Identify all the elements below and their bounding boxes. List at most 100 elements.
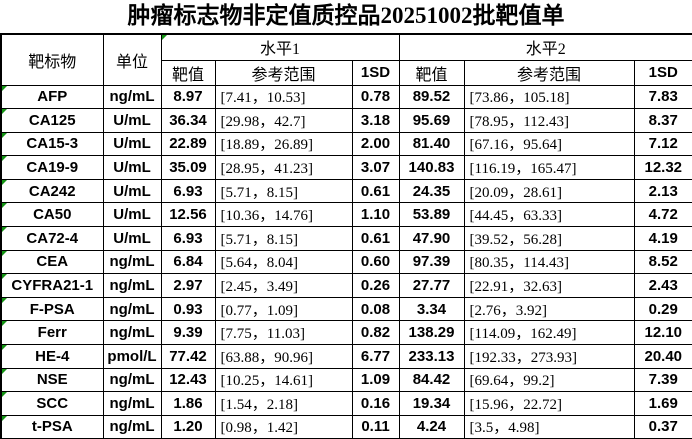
sd-cell-l2: 12.10	[633, 320, 692, 346]
target-value-cell-l1: 8.97	[160, 84, 216, 110]
analyte-label: CEA	[36, 253, 69, 271]
target-value-cell-l1: 9.39	[160, 320, 216, 346]
analyte-cell: F-PSA	[0, 296, 104, 322]
table-row: CA50 U/mL 12.56 [10.36，14.76] 1.10 53.89…	[0, 202, 692, 228]
target-value-cell-l1: 35.09	[160, 155, 216, 180]
analyte-label: CA242	[28, 182, 76, 200]
sd-cell-l2: 2.43	[633, 273, 692, 298]
analyte-label: HE-4	[35, 347, 70, 365]
table-row: Ferr ng/mL 9.39 [7.75，11.03] 0.82 138.29…	[0, 320, 692, 346]
reference-range-cell-l1: [10.36，14.76]	[214, 202, 353, 228]
table-row: SCC ng/mL 1.86 [1.54，2.18] 0.16 19.34 [1…	[0, 391, 692, 416]
unit-cell: ng/mL	[102, 249, 162, 275]
sd-cell-l2: 0.37	[633, 414, 692, 439]
unit-cell: ng/mL	[102, 273, 162, 298]
analyte-cell: CA125	[0, 108, 104, 133]
header-level1-label: 水平1	[259, 41, 300, 59]
sd-cell-l1: 0.11	[351, 414, 400, 439]
analyte-label: Ferr	[37, 324, 67, 342]
target-value-cell-l1: 36.34	[160, 108, 216, 133]
sd-cell-l2: 4.72	[633, 202, 692, 228]
reference-range-cell-l1: [28.95，41.23]	[214, 155, 353, 180]
error-flag-icon	[2, 156, 7, 162]
sd-cell-l1: 1.10	[351, 202, 400, 228]
target-value-cell-l2: 95.69	[398, 108, 465, 133]
sd-cell-l2: 1.69	[633, 391, 692, 416]
reference-range-cell-l2: [20.09，28.61]	[463, 178, 635, 204]
target-value-cell-l1: 6.84	[160, 249, 216, 275]
header-target-value-l1: 靶值	[160, 59, 216, 86]
unit-cell: ng/mL	[102, 391, 162, 416]
target-value-cell-l1: 12.43	[160, 367, 216, 393]
sd-cell-l1: 0.16	[351, 391, 400, 416]
target-value-cell-l2: 138.29	[398, 320, 465, 346]
target-value-cell-l2: 233.13	[398, 344, 465, 369]
header-reference-range-l2: 参考范围	[463, 59, 635, 86]
reference-range-cell-l2: [78.95，112.43]	[463, 108, 635, 133]
reference-range-cell-l1: [5.71，8.15]	[214, 226, 353, 251]
target-value-cell-l2: 97.39	[398, 249, 465, 275]
analyte-cell: CYFRA21-1	[0, 273, 104, 298]
sd-cell-l1: 0.26	[351, 273, 400, 298]
sd-cell-l2: 0.29	[633, 296, 692, 322]
reference-range-cell-l2: [67.16，95.64]	[463, 131, 635, 157]
reference-range-cell-l1: [0.98，1.42]	[214, 414, 353, 439]
sd-cell-l1: 0.78	[351, 84, 400, 110]
target-value-cell-l2: 4.24	[398, 414, 465, 439]
header-target-value-l2: 靶值	[398, 59, 465, 86]
target-value-cell-l1: 12.56	[160, 202, 216, 228]
analyte-cell: CA50	[0, 202, 104, 228]
target-value-cell-l2: 89.52	[398, 84, 465, 110]
sheet-title: 肿瘤标志物非定值质控品20251002批靶值单	[127, 3, 565, 28]
table-row: HE-4 pmol/L 77.42 [63.88，90.96] 6.77 233…	[0, 344, 692, 369]
error-flag-icon	[2, 133, 7, 138]
sd-cell-l2: 7.12	[633, 131, 692, 157]
header-reference-range-l1: 参考范围	[214, 59, 353, 86]
target-value-cell-l1: 77.42	[160, 344, 216, 369]
unit-cell: ng/mL	[102, 296, 162, 322]
reference-range-cell-l2: [80.35，114.43]	[463, 249, 635, 275]
unit-cell: U/mL	[102, 108, 162, 133]
analyte-label: CA19-9	[26, 159, 79, 177]
analyte-cell: t-PSA	[0, 414, 104, 439]
analyte-label: F-PSA	[29, 300, 75, 318]
target-value-cell-l2: 3.34	[398, 296, 465, 322]
reference-range-cell-l1: [1.54，2.18]	[214, 391, 353, 416]
sd-cell-l1: 0.61	[351, 226, 400, 251]
reference-range-cell-l1: [29.98，42.7]	[214, 108, 353, 133]
target-value-cell-l2: 24.35	[398, 178, 465, 204]
analyte-cell: SCC	[0, 391, 104, 416]
analyte-cell: HE-4	[0, 344, 104, 369]
header-level2: 水平2	[398, 33, 692, 61]
reference-range-cell-l1: [0.77，1.09]	[214, 296, 353, 322]
table-row: CA19-9 U/mL 35.09 [28.95，41.23] 3.07 140…	[0, 155, 692, 180]
reference-range-cell-l2: [116.19，165.47]	[463, 155, 635, 180]
unit-cell: U/mL	[102, 155, 162, 180]
table-row: NSE ng/mL 12.43 [10.25，14.61] 1.09 84.42…	[0, 367, 692, 393]
sd-cell-l1: 0.60	[351, 249, 400, 275]
analyte-cell: CA242	[0, 178, 104, 204]
error-flag-icon	[2, 251, 7, 256]
error-flag-icon	[162, 35, 167, 40]
unit-cell: ng/mL	[102, 320, 162, 346]
target-value-cell-l1: 22.89	[160, 131, 216, 157]
sd-cell-l1: 3.07	[351, 155, 400, 180]
header-1sd-l1: 1SD	[351, 59, 400, 86]
reference-range-cell-l1: [10.25，14.61]	[214, 367, 353, 393]
error-flag-icon	[2, 416, 7, 421]
error-flag-icon	[2, 369, 7, 374]
analyte-label: CA15-3	[26, 135, 79, 153]
reference-range-cell-l2: [73.86，105.18]	[463, 84, 635, 110]
analyte-cell: CA72-4	[0, 226, 104, 251]
reference-range-cell-l2: [22.91，32.63]	[463, 273, 635, 298]
analyte-cell: CA15-3	[0, 131, 104, 157]
reference-range-cell-l2: [39.52，56.28]	[463, 226, 635, 251]
target-value-cell-l1: 6.93	[160, 226, 216, 251]
sd-cell-l2: 7.39	[633, 367, 692, 393]
error-flag-icon	[2, 85, 7, 91]
sd-cell-l2: 8.37	[633, 108, 692, 133]
target-value-cell-l2: 19.34	[398, 391, 465, 416]
sd-cell-l1: 0.82	[351, 320, 400, 346]
table-row: CEA ng/mL 6.84 [5.64，8.04] 0.60 97.39 [8…	[0, 249, 692, 275]
header-unit: 单位	[102, 33, 162, 86]
